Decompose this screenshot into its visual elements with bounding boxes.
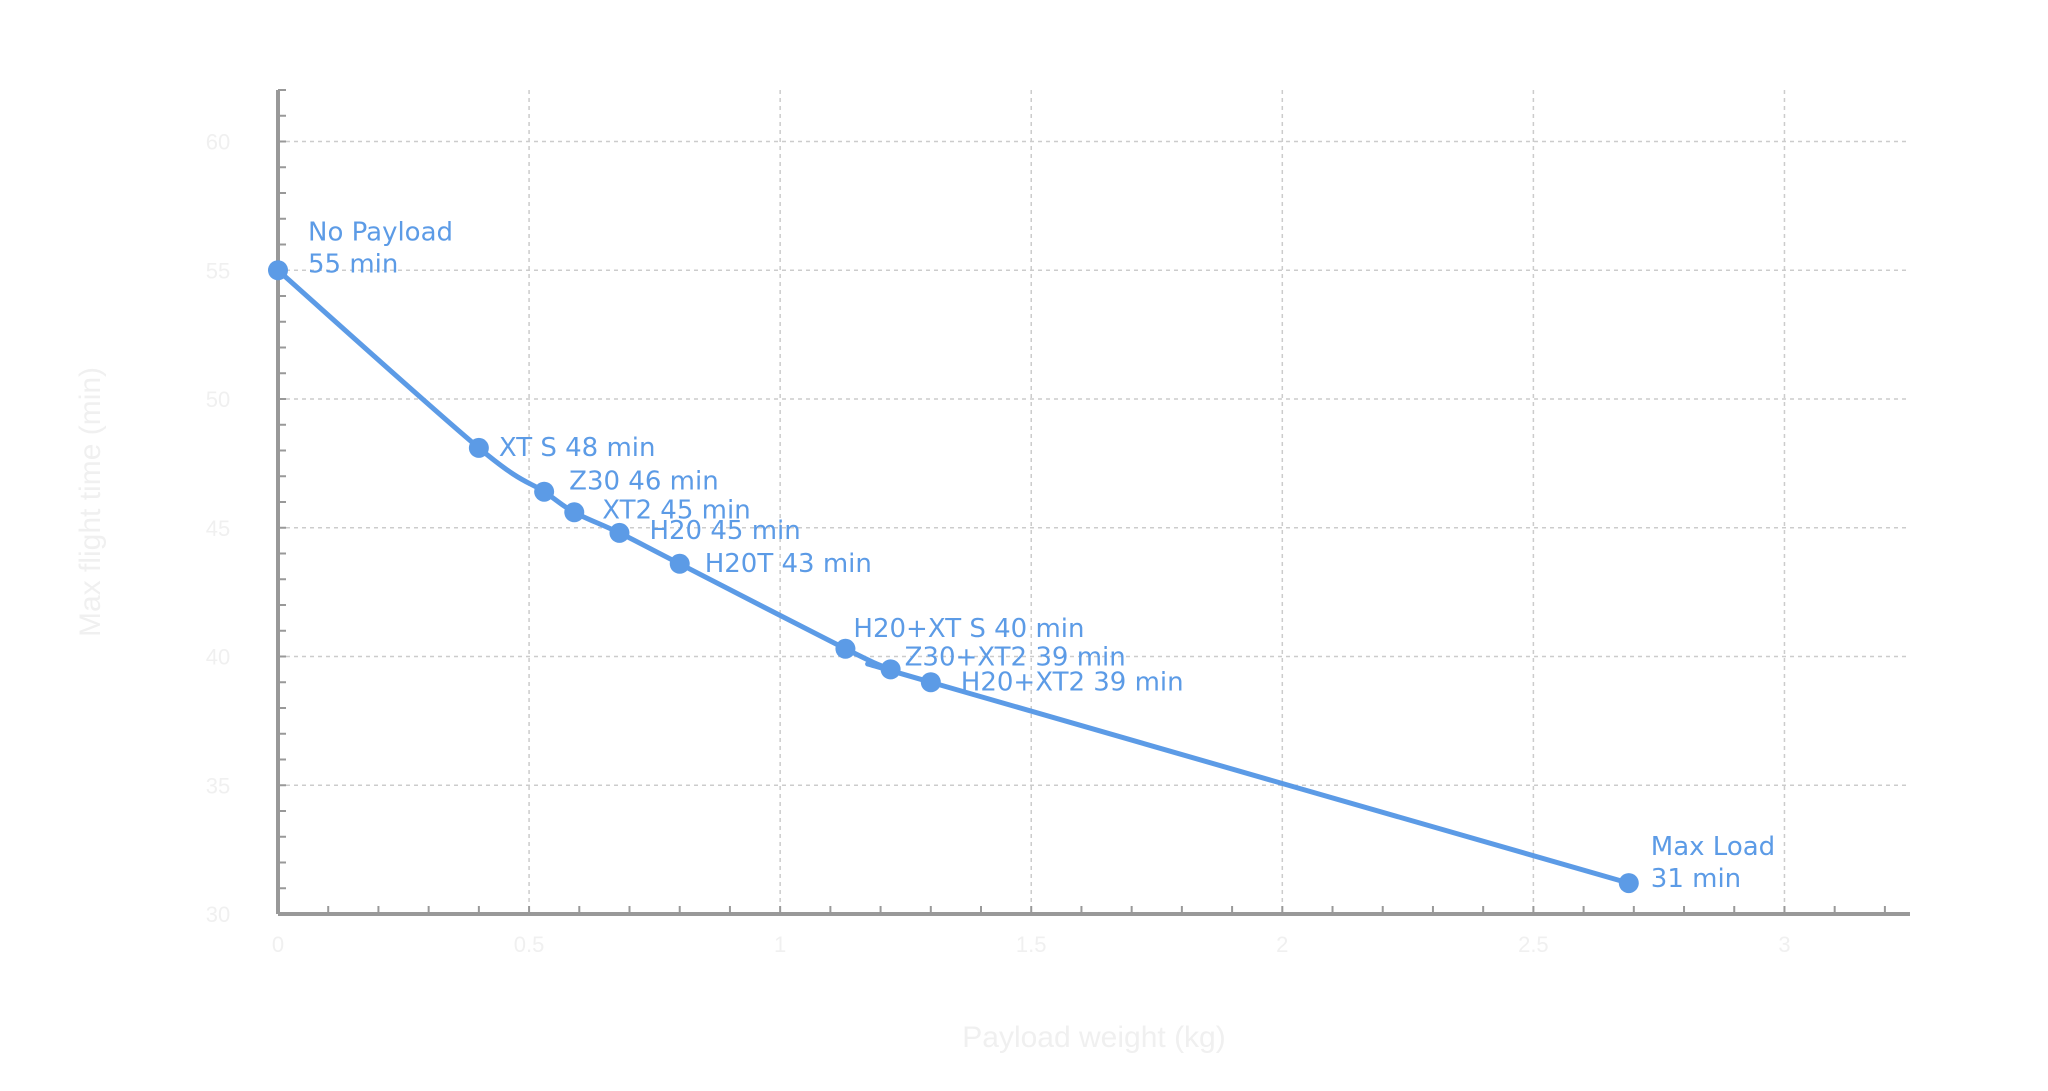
- y-tick-label: 60: [206, 130, 230, 155]
- x-tick-label: 2: [1276, 932, 1288, 957]
- data-label-line: XT2 45 min: [602, 495, 750, 525]
- data-label-line: XT S 48 min: [499, 433, 656, 463]
- data-label: H20T 43 min: [705, 549, 872, 579]
- grid-lines: [278, 90, 1910, 914]
- data-label: Max Load 31 min: [1651, 832, 1775, 894]
- y-tick-label: 55: [206, 258, 230, 283]
- data-series: [275, 267, 1632, 886]
- x-tick-label: 0.5: [514, 932, 545, 957]
- axes: [276, 89, 1910, 916]
- data-point: [534, 481, 555, 502]
- data-label: Z30 46 min: [569, 467, 719, 497]
- data-label-line: 55 min: [308, 249, 398, 279]
- point-labels: No Payload 55 min XT S 48 min Z30 46 minXT2…: [308, 217, 1775, 894]
- data-label-line: No Payload: [308, 217, 453, 247]
- x-axis-title: Payload weight (kg): [962, 1021, 1225, 1054]
- data-label-line: Z30 46 min: [569, 467, 719, 497]
- data-label-line: H20+XT S 40 min: [853, 614, 1084, 644]
- data-label: XT S 48 min: [499, 433, 656, 463]
- data-point: [669, 553, 690, 574]
- y-tick-label: 40: [206, 645, 230, 670]
- y-axis-title: Max flight time (min): [74, 367, 107, 637]
- x-tick-label: 2.5: [1518, 932, 1549, 957]
- data-label: H20 45 min: [649, 516, 800, 546]
- y-tick-label: 50: [206, 387, 230, 412]
- data-label: XT2 45 min: [602, 495, 750, 525]
- data-point: [920, 672, 941, 693]
- data-label-line: 31 min: [1651, 864, 1741, 894]
- data-point: [268, 260, 288, 281]
- data-label-line: H20T 43 min: [705, 549, 872, 579]
- data-label-line: Z30+XT2 39 min: [905, 642, 1126, 672]
- data-label: H20+XT2 39 min: [961, 667, 1184, 697]
- y-tick-label: 45: [206, 516, 230, 541]
- data-label: H20+XT S 40 min: [853, 614, 1084, 644]
- data-point: [835, 638, 856, 659]
- data-label-line: H20+XT2 39 min: [961, 667, 1184, 697]
- data-points: [268, 260, 1639, 894]
- tick-labels: 30 35 40 45 50 55 60 0 0.5 1 1.5 2 2.5 3: [206, 130, 1791, 958]
- x-tick-label: 0: [272, 932, 284, 957]
- series-line: [275, 267, 1632, 886]
- data-point: [564, 502, 585, 523]
- data-label-line: Max Load: [1651, 832, 1775, 862]
- data-point: [609, 522, 630, 543]
- x-tick-label: 3: [1778, 932, 1790, 957]
- y-tick-label: 30: [206, 902, 230, 927]
- x-tick-label: 1.5: [1016, 932, 1047, 957]
- data-point: [880, 659, 901, 680]
- data-point: [468, 437, 489, 458]
- x-tick-label: 1: [774, 932, 786, 957]
- data-label: No Payload 55 min: [308, 217, 453, 279]
- data-label-line: H20 45 min: [649, 516, 800, 546]
- data-label: Z30+XT2 39 min: [905, 642, 1126, 672]
- data-point: [1618, 873, 1639, 894]
- y-tick-label: 35: [206, 773, 230, 798]
